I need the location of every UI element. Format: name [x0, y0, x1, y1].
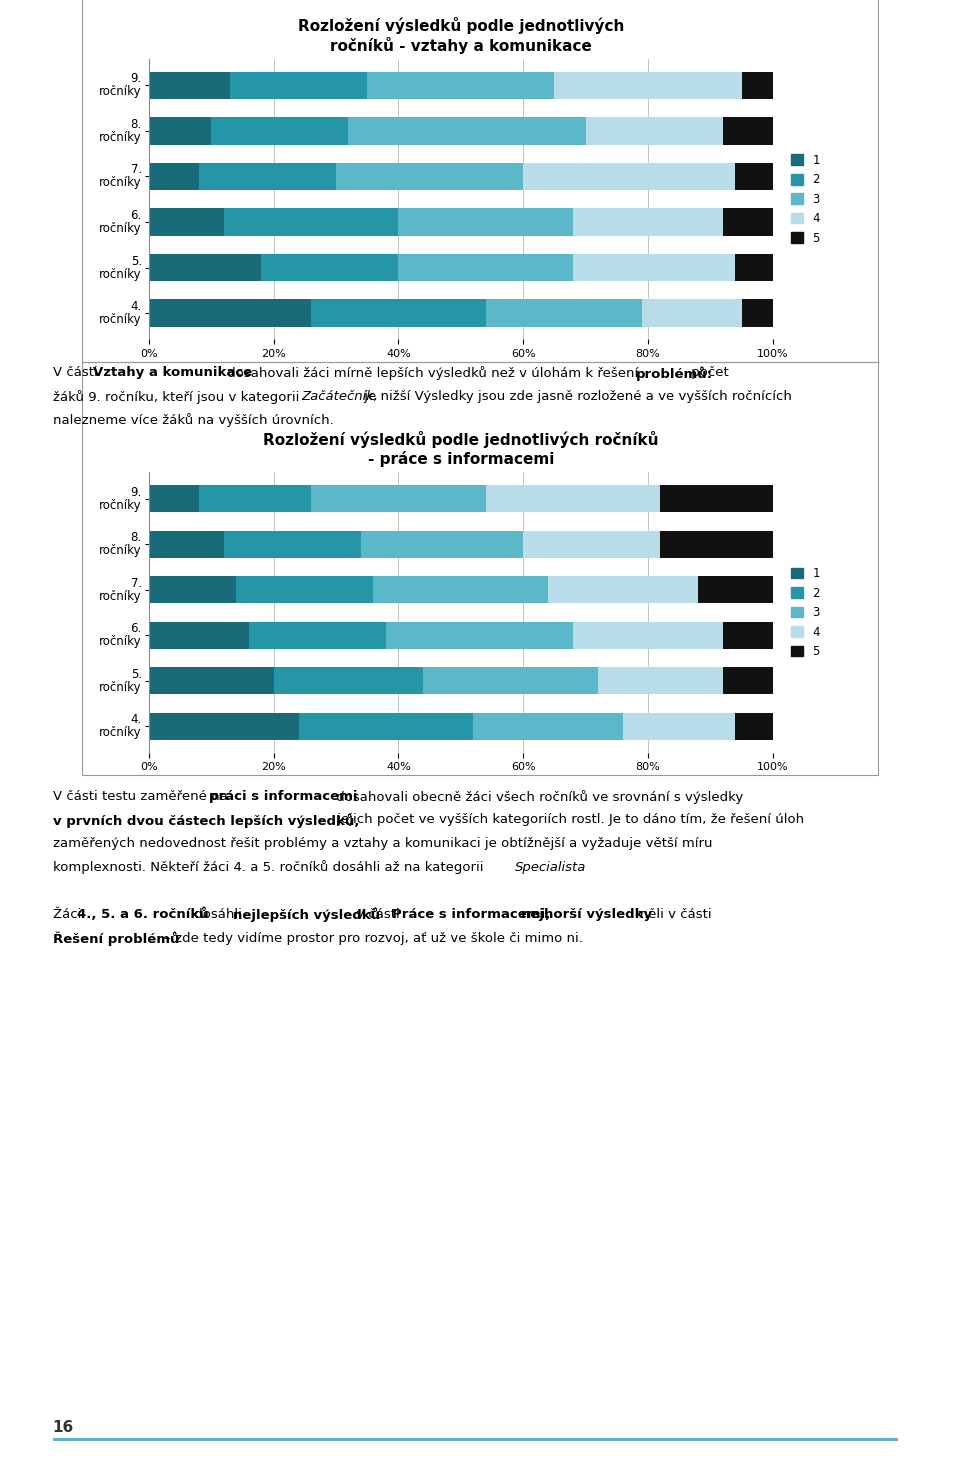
- Bar: [523, 162, 735, 190]
- Bar: [735, 713, 773, 739]
- Bar: [473, 713, 623, 739]
- Text: nalezneme více žáků na vyšších úrovních.: nalezneme více žáků na vyšších úrovních.: [53, 413, 333, 427]
- Text: Specialista: Specialista: [515, 861, 586, 874]
- Text: Vztahy a komunikace: Vztahy a komunikace: [93, 366, 252, 379]
- Bar: [261, 254, 398, 282]
- Text: .: .: [565, 861, 569, 874]
- Bar: [723, 667, 773, 695]
- Bar: [523, 530, 660, 558]
- Text: práci s informacemi: práci s informacemi: [209, 790, 358, 803]
- Bar: [698, 576, 773, 604]
- Bar: [741, 72, 773, 99]
- Bar: [311, 486, 486, 512]
- Bar: [149, 254, 261, 282]
- Bar: [149, 300, 311, 326]
- Bar: [149, 72, 230, 99]
- Text: Žáci: Žáci: [53, 908, 85, 921]
- Text: dosahovali žáci mírně lepších výsledků než v úlohám k řešení: dosahovali žáci mírně lepších výsledků n…: [223, 366, 642, 379]
- Bar: [586, 117, 723, 145]
- Bar: [723, 621, 773, 649]
- Text: Práce s informacemi,: Práce s informacemi,: [392, 908, 550, 921]
- Bar: [723, 117, 773, 145]
- Bar: [149, 162, 199, 190]
- Text: je nižší Výsledky jsou zde jasně rozložené a ve vyšších ročnících: je nižší Výsledky jsou zde jasně rozlože…: [360, 390, 792, 403]
- Bar: [486, 486, 660, 512]
- Bar: [573, 254, 735, 282]
- Bar: [149, 530, 224, 558]
- Title: Rozložení výsledků podle jednotlivých ročníků
- práce s informacemi: Rozložení výsledků podle jednotlivých ro…: [263, 431, 659, 466]
- Bar: [149, 667, 274, 695]
- Bar: [573, 208, 723, 236]
- Bar: [723, 208, 773, 236]
- Bar: [398, 208, 573, 236]
- Text: měli v části: měli v části: [631, 908, 711, 921]
- Text: nejhorší výsledky: nejhorší výsledky: [521, 908, 653, 921]
- Bar: [735, 254, 773, 282]
- Bar: [336, 162, 523, 190]
- Bar: [742, 300, 773, 326]
- Bar: [274, 667, 423, 695]
- Bar: [367, 72, 555, 99]
- Bar: [386, 621, 573, 649]
- Bar: [423, 667, 598, 695]
- Bar: [555, 72, 741, 99]
- Bar: [224, 208, 398, 236]
- Bar: [199, 162, 336, 190]
- Bar: [398, 254, 573, 282]
- Bar: [348, 117, 586, 145]
- Text: zaměřených nedovednost řešit problémy a vztahy a komunikaci je obtížnější a vyža: zaměřených nedovednost řešit problémy a …: [53, 837, 712, 850]
- Bar: [211, 117, 348, 145]
- Bar: [660, 486, 773, 512]
- Bar: [149, 713, 299, 739]
- Text: v prvních dvou částech lepších výsledků,: v prvních dvou částech lepších výsledků,: [53, 813, 359, 828]
- Text: V části: V části: [53, 366, 102, 379]
- Legend: 1, 2, 3, 4, 5: 1, 2, 3, 4, 5: [791, 154, 820, 245]
- Bar: [641, 300, 741, 326]
- Text: počet: počet: [687, 366, 729, 379]
- Text: komplexnosti. Někteří žáci 4. a 5. ročníků dosáhli až na kategorii: komplexnosti. Někteří žáci 4. a 5. roční…: [53, 861, 488, 874]
- Bar: [224, 530, 361, 558]
- Bar: [199, 486, 311, 512]
- Bar: [149, 576, 236, 604]
- Bar: [311, 300, 486, 326]
- Legend: 1, 2, 3, 4, 5: 1, 2, 3, 4, 5: [791, 567, 820, 658]
- Bar: [486, 300, 641, 326]
- Text: Začátečník,: Začátečník,: [301, 390, 378, 403]
- Bar: [149, 117, 211, 145]
- Bar: [230, 72, 367, 99]
- Bar: [361, 530, 523, 558]
- Bar: [149, 621, 249, 649]
- Text: nejlepších výsledků: nejlepších výsledků: [233, 908, 380, 922]
- Text: 16: 16: [53, 1420, 74, 1435]
- Bar: [149, 486, 199, 512]
- Text: 4., 5. a 6. ročníků: 4., 5. a 6. ročníků: [77, 908, 208, 921]
- Text: problémů:: problémů:: [636, 366, 712, 381]
- Text: dosahovali obecně žáci všech ročníků ve srovnání s výsledky: dosahovali obecně žáci všech ročníků ve …: [332, 790, 743, 803]
- Bar: [236, 576, 373, 604]
- Text: Řešení problémů: Řešení problémů: [53, 931, 180, 946]
- Bar: [735, 162, 773, 190]
- Title: Rozložení výsledků podle jednotlivých
ročníků - vztahy a komunikace: Rozložení výsledků podle jednotlivých ro…: [298, 16, 624, 53]
- Bar: [548, 576, 698, 604]
- Text: v části: v části: [352, 908, 404, 921]
- Bar: [373, 576, 548, 604]
- Text: dosáhli: dosáhli: [190, 908, 246, 921]
- Bar: [149, 208, 224, 236]
- Bar: [573, 621, 723, 649]
- Bar: [598, 667, 723, 695]
- Text: V části testu zaměřené na: V části testu zaměřené na: [53, 790, 231, 803]
- Text: žáků 9. ročníku, kteří jsou v kategorii: žáků 9. ročníku, kteří jsou v kategorii: [53, 390, 303, 403]
- Text: jejich počet ve vyšších kategoriích rostl. Je to dáno tím, že řešení úloh: jejich počet ve vyšších kategoriích rost…: [333, 813, 804, 827]
- Text: – zde tedy vidíme prostor pro rozvoj, ať už ve škole či mimo ni.: – zde tedy vidíme prostor pro rozvoj, ať…: [160, 931, 583, 945]
- Bar: [299, 713, 473, 739]
- Bar: [623, 713, 735, 739]
- Bar: [249, 621, 386, 649]
- Bar: [660, 530, 773, 558]
